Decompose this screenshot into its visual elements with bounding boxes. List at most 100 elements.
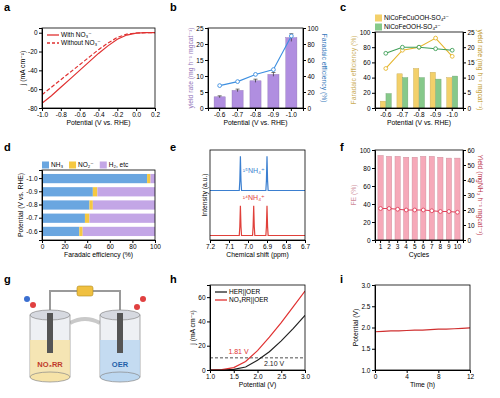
tick-label: 8 xyxy=(439,243,443,250)
tick-mark xyxy=(39,33,42,34)
tick-label: 0 xyxy=(468,237,472,244)
bar xyxy=(395,156,400,240)
tick: 3.0 xyxy=(301,370,310,380)
tick: 40 xyxy=(303,73,315,80)
tick-label: 20 xyxy=(196,41,204,48)
tick-label: 7.0 xyxy=(244,243,253,250)
bar xyxy=(436,79,441,108)
tick-label: -20 xyxy=(28,48,38,55)
tick-label: 2.5 xyxy=(361,303,370,310)
bar xyxy=(232,90,243,108)
tick: 60 xyxy=(303,57,315,64)
legend-swatch xyxy=(47,34,59,35)
marker xyxy=(272,68,276,72)
tick: -1.0 xyxy=(447,108,459,118)
marker xyxy=(447,210,451,214)
axis-line xyxy=(376,371,471,374)
tick-label: 40 xyxy=(84,243,92,250)
tick: 3.0 xyxy=(361,282,375,289)
y-axis: 1.01.52.02.53.0 xyxy=(361,282,375,374)
tick: 7.1 xyxy=(225,240,234,250)
tick: 2 xyxy=(387,240,391,250)
tick-mark xyxy=(303,28,306,29)
molecule xyxy=(134,304,140,310)
tick: 0 xyxy=(303,105,312,112)
tick-label: 100 xyxy=(360,147,371,154)
tick-label: 20 xyxy=(308,89,316,96)
tick-label: 40 xyxy=(363,201,371,208)
tick: 4 xyxy=(404,240,408,250)
legend-swatch xyxy=(42,162,49,169)
legend-label: Without NO₃⁻ xyxy=(61,39,101,46)
tick-label: 1.0 xyxy=(361,367,370,374)
tick-label: 40 xyxy=(468,177,476,184)
panel-letter: i xyxy=(340,273,343,285)
legend: With NO₃⁻Without NO₃⁻ xyxy=(47,31,101,46)
tick-label: -1.0 xyxy=(37,111,49,118)
axis-line xyxy=(43,241,156,244)
panel-letter: d xyxy=(4,141,11,153)
x-axis: -0.6-0.7-0.8-0.9-1.0 xyxy=(209,108,304,118)
error-bar xyxy=(254,79,258,82)
y-axis: -1.0-0.9-0.8-0.7-0.6 xyxy=(26,171,42,241)
tick: 25 xyxy=(196,25,208,32)
tick-mark xyxy=(207,370,210,371)
panel: -0.6-0.7-0.8-0.9-1.005101520250204060801… xyxy=(187,25,328,128)
tick-mark xyxy=(372,306,375,307)
tick-label: 20 xyxy=(468,44,476,51)
y-axis: 0204060 xyxy=(198,286,210,374)
tick: 60 xyxy=(463,147,475,154)
marker xyxy=(456,210,460,214)
tick-label: 60 xyxy=(363,183,371,190)
tick-label: 3.0 xyxy=(301,373,310,380)
panel: 1.01.52.02.53.00204060Potential (V)j (mA… xyxy=(189,285,311,389)
tick-mark xyxy=(372,186,375,187)
axis-title: j (mA cm⁻²) xyxy=(19,51,27,87)
error-cap xyxy=(254,79,258,80)
connector xyxy=(70,319,100,323)
tick-label: -0.9 xyxy=(430,111,442,118)
bar xyxy=(403,78,408,108)
tick-mark xyxy=(39,178,42,179)
tick-label: 7 xyxy=(430,243,434,250)
y-axis: 020406080100 xyxy=(360,29,376,112)
tick: 15 xyxy=(196,57,208,64)
marker xyxy=(384,67,388,71)
tick-mark xyxy=(463,150,466,151)
tick: 10 xyxy=(463,74,475,81)
tick: -0.6 xyxy=(26,227,42,234)
axis-title: Faradaic efficiency (%) xyxy=(350,35,358,104)
panel-letter: b xyxy=(170,1,177,13)
tick-label: 0 xyxy=(374,373,378,380)
tick: 1.0 xyxy=(361,367,375,374)
bar xyxy=(89,200,92,209)
axis-line xyxy=(207,286,211,371)
tick-label: -40 xyxy=(28,67,38,74)
tick: 25 xyxy=(463,29,475,36)
tick: 40 xyxy=(363,201,375,208)
y-axis: 0510152025 xyxy=(196,25,208,112)
tick: -1.0 xyxy=(37,108,49,118)
tick-label: 0 xyxy=(367,237,371,244)
axis-title: Faradaic efficiency (%) xyxy=(320,33,328,102)
axis-title: Potential (V) xyxy=(352,309,360,346)
tick-label: 60 xyxy=(363,59,371,66)
tick-label: 15 xyxy=(468,59,476,66)
tick-label: -0.9 xyxy=(26,188,38,195)
tick: 60 xyxy=(107,240,115,250)
axis-title: Yield (mgNH₃ h⁻¹ mgcat⁻¹) xyxy=(476,154,484,235)
tick: 6 xyxy=(421,240,425,250)
tick-mark xyxy=(372,204,375,205)
marker xyxy=(396,207,400,211)
marker xyxy=(417,45,421,49)
tick-mark xyxy=(39,205,42,206)
axis-line xyxy=(464,151,467,241)
legend-swatch xyxy=(215,299,227,300)
marker xyxy=(254,73,258,77)
series-line xyxy=(210,315,305,370)
tick: 20 xyxy=(61,240,69,250)
tick: 50 xyxy=(463,162,475,169)
plot-frame xyxy=(208,28,303,108)
tick: 60 xyxy=(198,294,210,301)
axis-line xyxy=(464,33,467,109)
